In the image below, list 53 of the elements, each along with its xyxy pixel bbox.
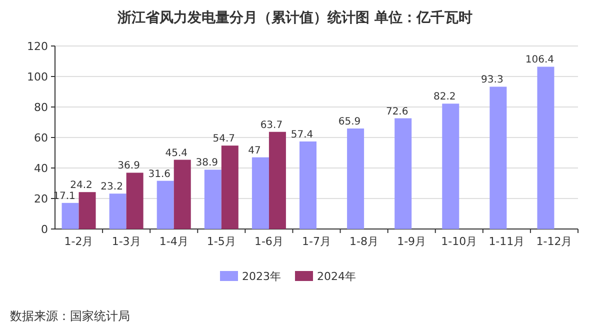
x-tick-label: 1-5月 [206, 235, 236, 248]
bar [490, 86, 507, 229]
data-label: 57.4 [290, 129, 314, 140]
bar [126, 172, 144, 229]
chart-title: 浙江省风力发电量分月（累计值）统计图 单位：亿千瓦时 [116, 9, 472, 26]
bar [300, 141, 316, 229]
data-label: 82.2 [434, 92, 456, 103]
x-tick-label: 1-2月 [64, 235, 94, 248]
bar [347, 128, 364, 229]
x-tick-label: 1-6月 [254, 235, 284, 248]
bar [394, 118, 412, 229]
y-tick-label: 0 [41, 223, 48, 236]
data-label: 106.4 [525, 54, 554, 66]
bar [537, 66, 554, 229]
data-label: 72.6 [386, 106, 408, 118]
x-tick-label: 1-10月 [441, 235, 478, 248]
y-tick-label: 40 [34, 162, 48, 175]
bar [268, 132, 286, 229]
bar [252, 157, 269, 229]
x-tick-label: 1-7月 [302, 235, 331, 248]
data-label: 93.3 [481, 74, 504, 86]
legend-label: 2024年 [317, 270, 356, 283]
bar [109, 194, 126, 229]
data-label: 54.7 [212, 134, 236, 145]
legend-label: 2023年 [242, 270, 281, 283]
y-tick-label: 120 [27, 40, 48, 53]
bar [62, 202, 79, 229]
x-tick-label: 1-4月 [159, 235, 188, 248]
data-label: 24.2 [70, 180, 92, 192]
x-tick-label: 1-11月 [488, 235, 525, 248]
x-tick-label: 1-12月 [536, 235, 572, 248]
y-tick-label: 100 [27, 70, 48, 84]
data-label: 65.9 [338, 116, 361, 128]
data-label: 63.7 [260, 120, 283, 131]
data-label: 38.9 [196, 158, 218, 169]
data-label: 47 [248, 145, 261, 156]
y-tick-label: 20 [34, 192, 48, 206]
bar [221, 146, 238, 229]
y-tick-label: 80 [34, 101, 48, 114]
bar [442, 104, 460, 229]
y-tick-label: 60 [34, 132, 48, 144]
data-label: 23.2 [100, 182, 123, 193]
data-label: 36.9 [118, 160, 140, 172]
source-note: 数据来源：国家统计局 [10, 309, 130, 323]
x-tick-label: 1-9月 [397, 235, 426, 248]
data-label: 31.6 [148, 168, 170, 180]
bar [78, 192, 96, 229]
bar [174, 160, 191, 229]
bar [204, 170, 222, 229]
data-label: 45.4 [165, 148, 188, 159]
x-tick-label: 1-3月 [112, 235, 141, 248]
bar [156, 180, 174, 229]
x-tick-label: 1-8月 [350, 235, 379, 248]
